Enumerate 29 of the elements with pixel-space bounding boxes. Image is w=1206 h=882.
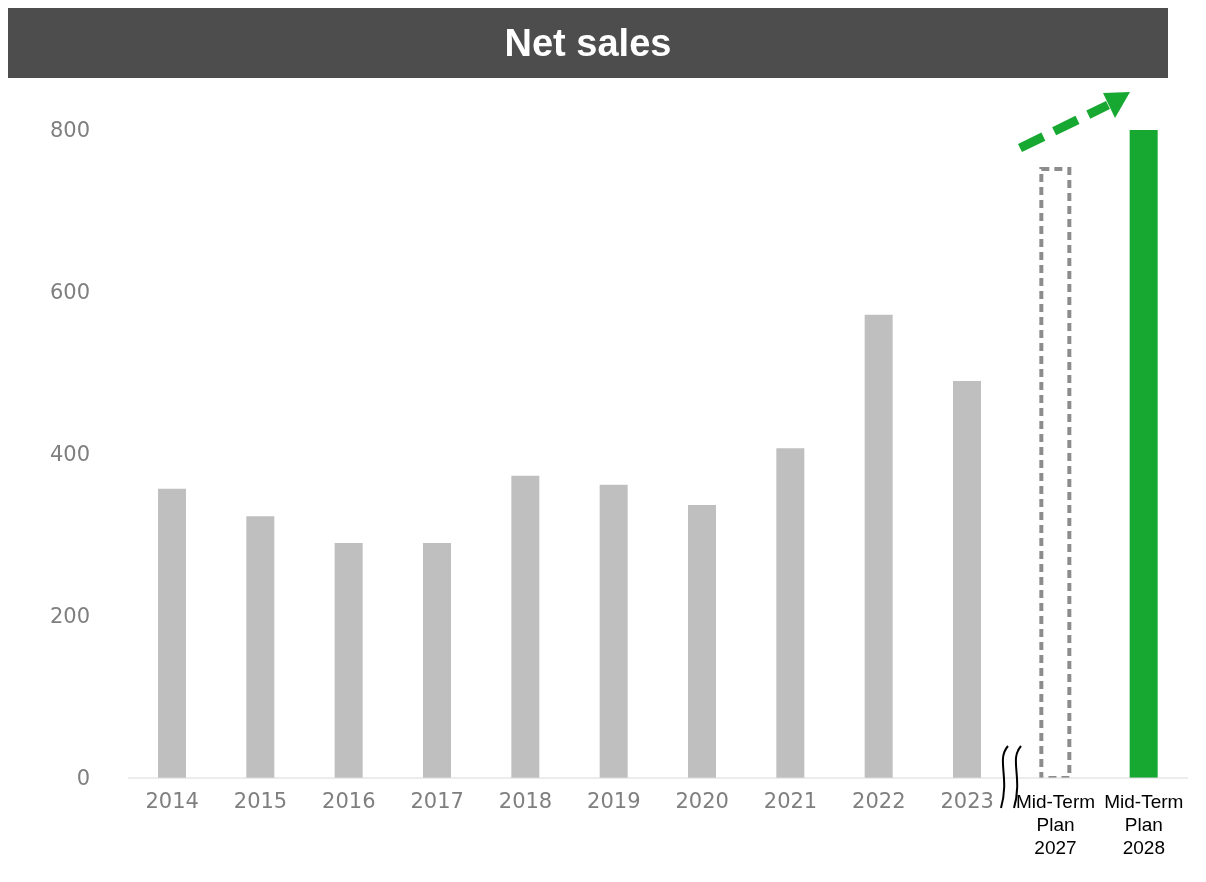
x-tick-label: 2022 <box>852 789 906 813</box>
x-tick-label: 2023 <box>940 789 994 813</box>
bar <box>246 516 275 778</box>
bar <box>953 381 981 778</box>
y-tick-label: 200 <box>49 604 90 629</box>
bar <box>511 475 540 778</box>
y-tick-label: 600 <box>49 280 90 305</box>
bar <box>1129 130 1158 778</box>
y-tick-label: 0 <box>76 766 90 791</box>
x-tick-label: 2018 <box>498 789 553 813</box>
x-tick-label: 2017 <box>410 789 464 813</box>
chart-title: Net sales <box>8 8 1168 78</box>
bar <box>334 543 363 778</box>
bar <box>776 448 805 778</box>
bar <box>688 505 716 778</box>
x-tick-label: Mid-Term Plan 2027 <box>1015 791 1096 858</box>
y-tick-label: 400 <box>49 442 90 467</box>
bar <box>864 314 893 778</box>
x-tick-label: 2014 <box>145 789 199 813</box>
x-tick-label: Mid-Term Plan 2028 <box>1104 791 1184 858</box>
bar <box>158 488 186 778</box>
bar <box>423 543 451 778</box>
bar <box>599 484 628 778</box>
y-tick-label: 800 <box>49 118 90 143</box>
x-tick-label: 2015 <box>233 789 288 813</box>
x-tick-label: 2021 <box>763 789 818 813</box>
x-tick-label: 2019 <box>587 789 641 813</box>
x-tick-label: 2020 <box>675 789 729 813</box>
x-tick-label: 2016 <box>322 789 376 813</box>
